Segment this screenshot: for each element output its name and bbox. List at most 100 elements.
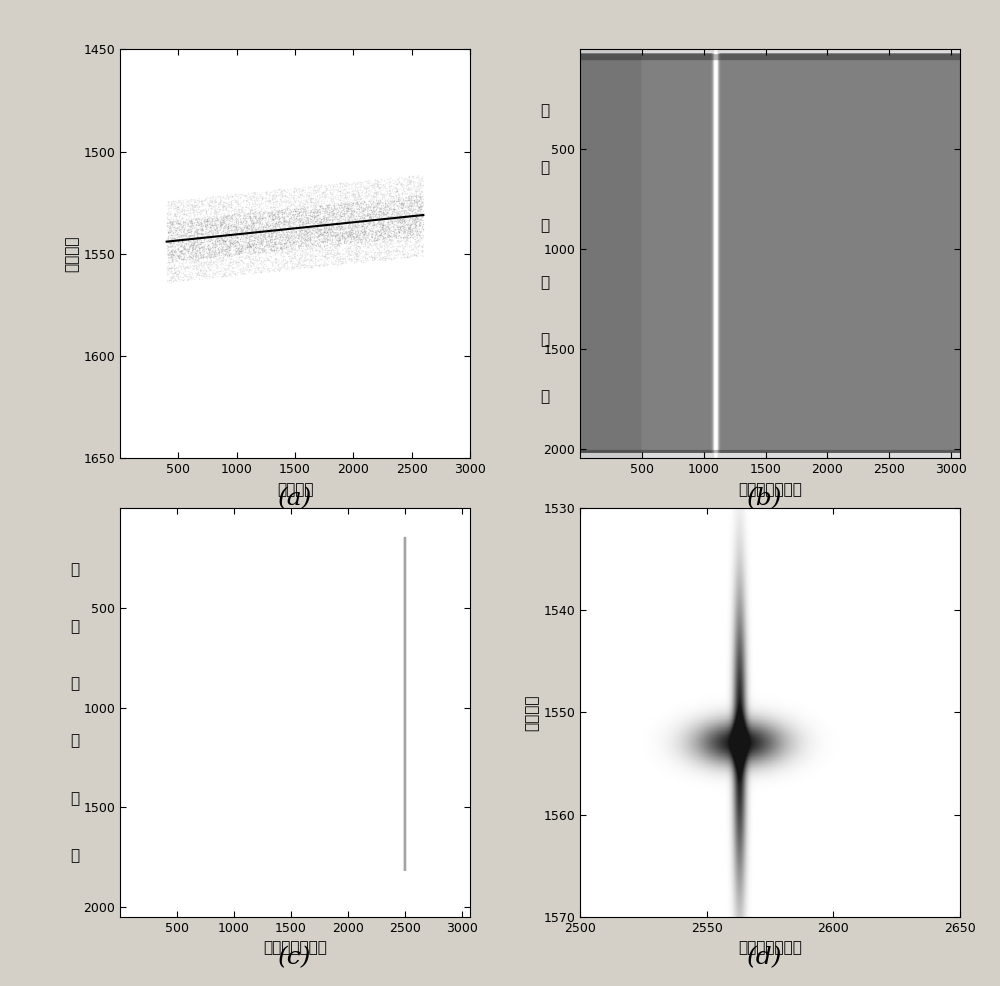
Point (349, 184, 365, 200)
Point (351, 244, 367, 259)
Point (332, 227, 348, 243)
Point (322, 224, 338, 240)
Point (378, 230, 394, 246)
Point (353, 190, 369, 206)
Point (326, 195, 342, 211)
Point (372, 201, 388, 217)
Point (188, 259, 204, 275)
Point (193, 217, 209, 233)
Point (264, 255, 280, 271)
Point (385, 218, 401, 234)
Point (341, 250, 357, 266)
Point (415, 174, 431, 189)
Point (341, 226, 357, 242)
Point (193, 222, 209, 238)
Point (267, 222, 283, 238)
Point (227, 244, 243, 259)
Point (288, 258, 304, 274)
Point (198, 253, 214, 269)
Point (171, 233, 187, 248)
Point (306, 220, 322, 236)
Point (381, 210, 397, 226)
Point (295, 225, 311, 241)
Point (228, 210, 244, 226)
Point (217, 246, 233, 261)
Point (247, 210, 263, 226)
Point (213, 245, 229, 260)
Point (383, 193, 399, 209)
Point (326, 227, 342, 243)
Point (410, 225, 426, 241)
Point (401, 198, 417, 214)
Point (187, 252, 203, 268)
Point (239, 261, 255, 277)
Point (343, 207, 359, 223)
Point (304, 229, 320, 245)
Point (286, 229, 302, 245)
Point (273, 210, 289, 226)
Point (359, 207, 375, 223)
Point (248, 222, 264, 238)
Point (246, 221, 262, 237)
Point (371, 195, 387, 211)
Point (178, 232, 194, 247)
Point (208, 215, 224, 231)
Point (302, 192, 318, 208)
Point (322, 221, 338, 237)
Point (222, 236, 238, 251)
Point (402, 219, 418, 235)
Point (334, 208, 350, 224)
Point (343, 178, 359, 194)
Point (411, 175, 427, 190)
Point (163, 239, 179, 254)
Point (369, 232, 385, 247)
Point (203, 220, 219, 236)
Point (159, 205, 175, 221)
Point (404, 195, 420, 211)
Point (176, 221, 192, 237)
Point (310, 196, 326, 212)
Point (291, 226, 307, 242)
Point (266, 244, 282, 259)
Point (266, 198, 282, 214)
Point (224, 219, 240, 235)
Point (217, 201, 233, 217)
Point (249, 246, 265, 262)
Point (225, 258, 241, 274)
Point (168, 227, 184, 243)
Point (223, 236, 239, 251)
Point (375, 252, 391, 268)
Point (271, 198, 287, 214)
Point (229, 235, 245, 250)
Point (241, 208, 257, 224)
Point (280, 240, 296, 255)
Point (285, 230, 301, 246)
Point (196, 214, 212, 230)
Point (290, 239, 306, 254)
Point (181, 234, 197, 249)
Point (375, 249, 391, 265)
Point (290, 230, 306, 246)
Point (345, 188, 361, 204)
Point (344, 195, 360, 211)
Point (182, 228, 198, 244)
Point (165, 211, 181, 227)
Point (318, 181, 334, 197)
Point (395, 184, 411, 200)
Point (399, 222, 415, 238)
Point (413, 239, 429, 254)
Point (177, 219, 193, 235)
Point (274, 208, 290, 224)
Point (339, 201, 355, 217)
Point (242, 229, 258, 245)
Point (306, 234, 322, 249)
Point (226, 236, 242, 251)
Point (365, 176, 381, 192)
Point (186, 196, 202, 212)
Point (295, 232, 311, 247)
Point (253, 217, 269, 233)
Point (253, 264, 269, 280)
Point (249, 215, 265, 231)
Point (316, 201, 332, 217)
Point (397, 243, 413, 258)
